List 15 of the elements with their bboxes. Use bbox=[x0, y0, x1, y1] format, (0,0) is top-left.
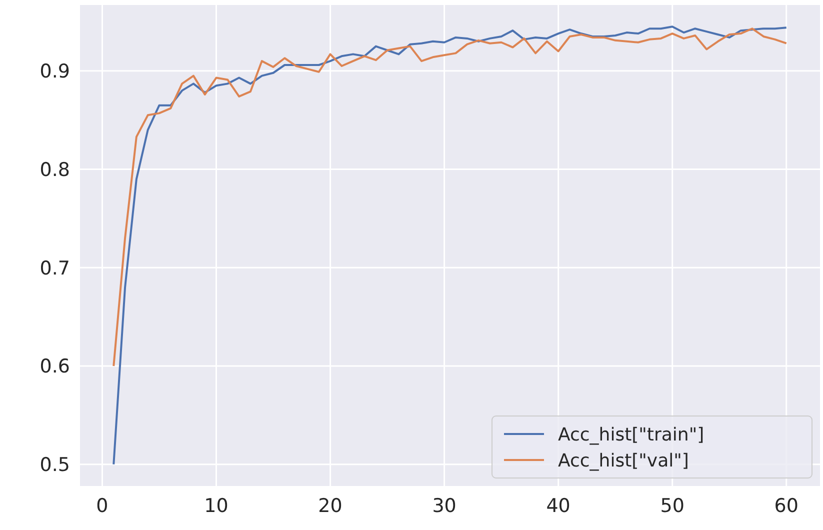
x-tick-label: 30 bbox=[432, 495, 456, 517]
x-tick-label: 50 bbox=[660, 495, 684, 517]
x-tick-label: 60 bbox=[774, 495, 798, 517]
legend-label: Acc_hist["train"] bbox=[558, 424, 704, 446]
x-tick-label: 10 bbox=[204, 495, 228, 517]
x-tick-label: 0 bbox=[96, 495, 108, 517]
legend-label: Acc_hist["val"] bbox=[558, 450, 689, 472]
y-tick-label: 0.7 bbox=[40, 257, 70, 280]
y-tick-label: 0.9 bbox=[40, 60, 70, 83]
y-tick-label: 0.5 bbox=[40, 454, 70, 476]
y-tick-label: 0.8 bbox=[40, 158, 70, 181]
x-tick-label: 40 bbox=[546, 495, 570, 517]
x-tick-label: 20 bbox=[318, 495, 342, 517]
y-tick-label: 0.6 bbox=[40, 356, 70, 378]
line-series bbox=[112, 28, 788, 367]
